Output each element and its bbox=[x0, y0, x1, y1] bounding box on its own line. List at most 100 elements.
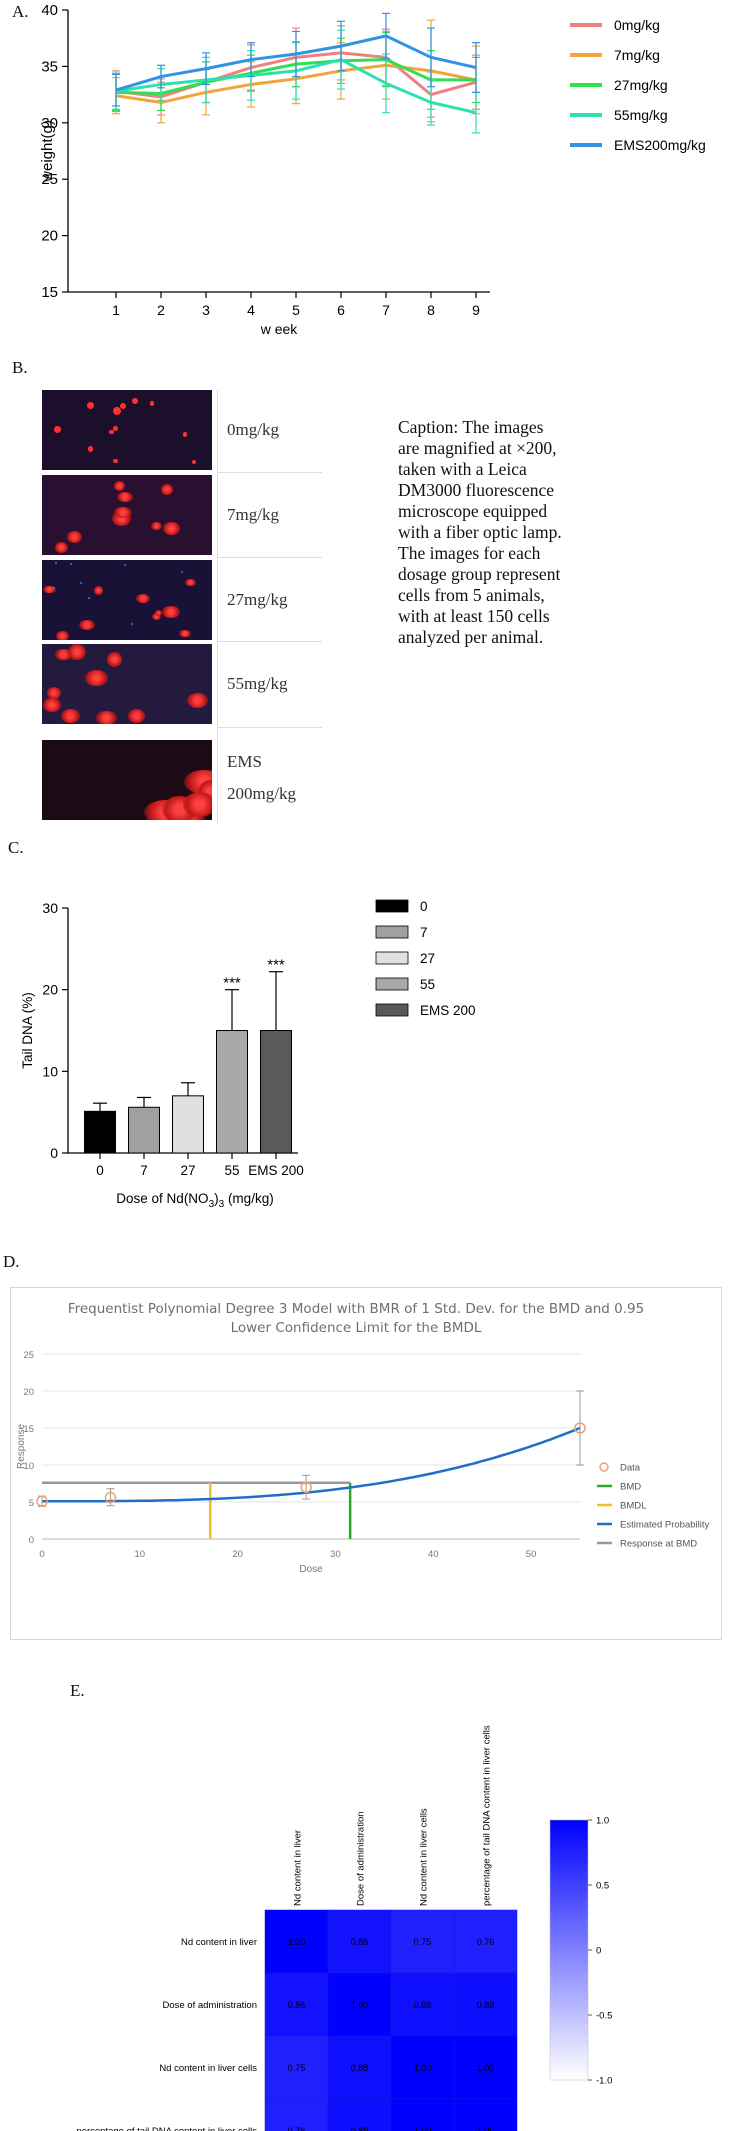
y-tick-label: 35 bbox=[41, 58, 58, 75]
y-tick-label: 15 bbox=[23, 1424, 34, 1435]
y-axis-label: Tail DNA (%) bbox=[20, 992, 35, 1069]
heatmap-cell-value: 1.00 bbox=[288, 1937, 306, 1947]
micro-label-0: 0mg/kg bbox=[227, 420, 279, 439]
heatmap-col-label-1: Dose of administration bbox=[356, 1811, 367, 1906]
heatmap-cell-value: 0.88 bbox=[414, 2000, 432, 2010]
x-axis-label: Dose bbox=[299, 1564, 323, 1575]
micro-row-3: 55mg/kg bbox=[42, 644, 322, 728]
bar-4 bbox=[260, 1030, 292, 1154]
caption-line: are magnified at ×200, bbox=[398, 438, 557, 458]
data-point-0 bbox=[36, 1495, 48, 1508]
colorbar-tick-label: 0.5 bbox=[596, 1881, 609, 1892]
grid-divider-1 bbox=[217, 472, 322, 473]
bar-0 bbox=[84, 1110, 116, 1154]
comet-cell bbox=[106, 651, 123, 667]
weight-line-chart: 15 20 25 30 35 40 1 2 3 4 5 6 7 8 9 w eek weight(g) 0mg/… bbox=[39, 2, 706, 337]
y-tick-label: 20 bbox=[42, 982, 58, 998]
comet-image-27mg bbox=[42, 560, 212, 640]
comet-cell bbox=[160, 484, 173, 495]
colorbar bbox=[549, 1819, 589, 2081]
comet-cell bbox=[119, 402, 127, 409]
heatmap-cell-value: 1.00 bbox=[414, 2126, 432, 2131]
micro-row-1: 7mg/kg bbox=[42, 475, 322, 559]
legend-label-3: 55mg/kg bbox=[614, 107, 668, 123]
heatmap-row-label-3: percentage of tail DNA content in liver … bbox=[76, 2126, 257, 2131]
caption-line: Caption: The images bbox=[398, 417, 544, 437]
heatmap-col-label-2: Nd content in liver cells bbox=[419, 1808, 430, 1906]
caption-line: The images for each bbox=[398, 543, 541, 563]
comet-cell bbox=[68, 644, 87, 661]
heatmap-row-label-2: Nd content in liver cells bbox=[159, 2063, 257, 2074]
significance-3: *** bbox=[223, 975, 241, 992]
caption-line: taken with a Leica bbox=[398, 459, 527, 479]
comet-cell bbox=[114, 481, 125, 491]
comet-cell bbox=[54, 425, 61, 433]
legend-label-2: 27 bbox=[420, 951, 435, 966]
heatmap-cell bbox=[327, 1972, 392, 2037]
legend-label-1: 7mg/kg bbox=[614, 47, 660, 63]
x-axis-label: w eek bbox=[260, 321, 299, 337]
blue-speck bbox=[88, 597, 91, 600]
y-tick-label: 10 bbox=[23, 1461, 34, 1472]
x-tick-label: 40 bbox=[428, 1549, 439, 1560]
y-tick-label: 20 bbox=[41, 228, 58, 245]
x-tick-label: 30 bbox=[330, 1549, 341, 1560]
comet-cell bbox=[151, 613, 162, 621]
x-tick-label: 0 bbox=[39, 1549, 44, 1560]
heatmap-cell-value: 1.00 bbox=[351, 2000, 369, 2010]
estimated-curve bbox=[42, 1426, 581, 1503]
legend-label-bmd: BMD bbox=[620, 1482, 641, 1493]
series-4 bbox=[112, 12, 480, 107]
x-tick-label: 10 bbox=[135, 1549, 146, 1560]
x-tick-label: 5 bbox=[292, 302, 300, 318]
caption-line: microscope equipped bbox=[398, 501, 548, 521]
data-point-3 bbox=[574, 1422, 586, 1434]
caption-line: DM3000 fluorescence bbox=[398, 480, 554, 500]
legend-swatch-4 bbox=[375, 1003, 409, 1017]
figure-b-caption: Caption: The images are magnified at ×20… bbox=[398, 417, 598, 648]
comet-cell bbox=[185, 579, 196, 586]
y-tick-label: 10 bbox=[42, 1063, 58, 1079]
y-tick-label: 15 bbox=[41, 284, 58, 301]
legend-label-1: 7 bbox=[420, 925, 428, 940]
x-tick-label-1: 7 bbox=[140, 1163, 148, 1178]
heatmap-cell bbox=[453, 1909, 518, 1974]
colorbar-tick-label: -1.0 bbox=[596, 2076, 612, 2087]
comet-cell bbox=[182, 432, 187, 437]
y-tick-label: 20 bbox=[23, 1387, 34, 1398]
bar-2 bbox=[172, 1095, 204, 1154]
comet-cell bbox=[66, 530, 82, 544]
blue-speck bbox=[123, 563, 126, 566]
y-axis-label: weight(g) bbox=[39, 120, 56, 183]
comet-cell bbox=[192, 459, 197, 465]
x-tick-label: 2 bbox=[157, 302, 165, 318]
heatmap-cell bbox=[327, 1909, 392, 1974]
comet-cell bbox=[93, 585, 104, 596]
blue-speck bbox=[52, 587, 55, 590]
comet-cell bbox=[187, 692, 208, 709]
x-tick-label: 9 bbox=[472, 302, 480, 318]
chartC-xlabel: Dose of Nd(NO3)3 (mg/kg) bbox=[116, 1191, 273, 1210]
comet-cell bbox=[150, 521, 162, 530]
heatmap-cell-value: 0.86 bbox=[288, 2000, 306, 2010]
caption-line: with a fiber optic lamp. bbox=[398, 522, 562, 542]
panel-e-letter: E. bbox=[70, 1681, 85, 1700]
x-tick-label: 4 bbox=[247, 302, 255, 318]
legend-label-4: EMS200mg/kg bbox=[614, 137, 706, 153]
legend-label-3: 55 bbox=[420, 977, 435, 992]
heatmap-cell bbox=[390, 2035, 455, 2100]
comet-cell bbox=[55, 648, 73, 660]
legend-data-marker bbox=[599, 1462, 609, 1472]
comet-cell bbox=[155, 610, 162, 617]
panel-d-letter: D. bbox=[3, 1252, 20, 1271]
bar-1 bbox=[128, 1106, 160, 1154]
comet-cell bbox=[112, 426, 118, 432]
x-tick-label-3: 55 bbox=[224, 1163, 239, 1178]
y-tick-label: 25 bbox=[41, 171, 58, 188]
heatmap-cell-value: 0.75 bbox=[414, 1937, 432, 1947]
heatmap-cell-value: 0.76 bbox=[477, 1937, 495, 1947]
comet-cell bbox=[43, 698, 62, 713]
y-axis-label: Response bbox=[16, 1424, 27, 1469]
blue-speck bbox=[130, 623, 133, 626]
bmd-chart-frame bbox=[10, 1287, 722, 1640]
